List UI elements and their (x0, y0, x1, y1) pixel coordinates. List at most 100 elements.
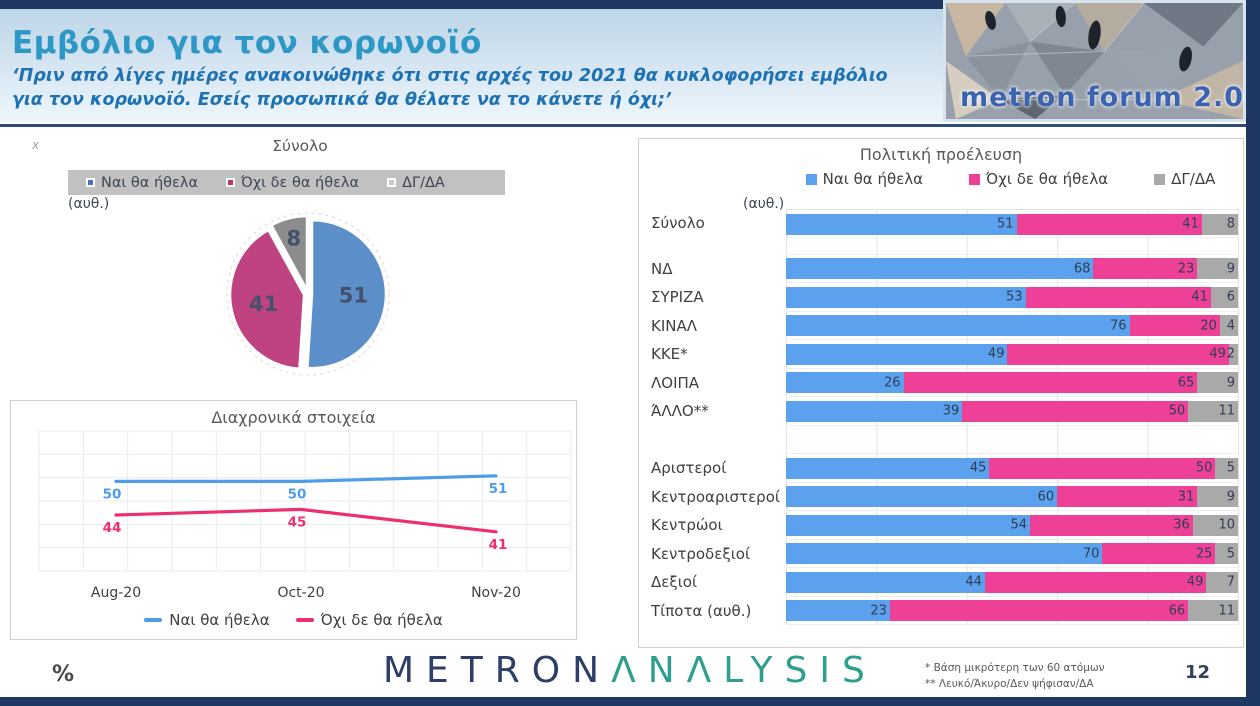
bar-segment: 70 (786, 543, 1103, 564)
bar-value-label: 76 (1109, 318, 1127, 333)
right-edge-bar (1246, 0, 1260, 706)
footnote: * Βάση μικρότερη των 60 ατόμων (925, 662, 1105, 674)
stacked-bar: 54 36 10 (786, 514, 1238, 536)
page-number: 12 (1185, 662, 1211, 683)
legend-label: Όχι δε θα ήθελα (986, 170, 1109, 188)
bar-track: 26 65 9 (786, 368, 1239, 397)
bar-row-label: ΆΛΛΟ** (651, 402, 709, 421)
brand-metron: METRON (383, 650, 612, 691)
stacked-bar: 39 50 11 (786, 400, 1238, 422)
legend-label: ΔΓ/ΔΑ (1171, 170, 1216, 188)
bar-segment: 9 (1197, 258, 1238, 279)
pie-legend: Ναι θα ήθελα Όχι δε θα ήθελα ΔΓ/ΔΑ (68, 170, 505, 195)
legend-label: Όχι δε θα ήθελα (320, 611, 443, 629)
bar-row-label: Αριστεροί (651, 459, 727, 478)
bar-track: 53 41 6 (786, 283, 1239, 312)
line-value-label: 50 (288, 486, 307, 502)
bar-segment: 50 (989, 457, 1216, 479)
bar-segment: 54 (786, 514, 1031, 536)
bar-segment: 44 (786, 571, 985, 593)
bar-value-label: 9 (1226, 261, 1235, 276)
stacked-bar: 70 25 5 (786, 543, 1238, 564)
bar-row: Κεντρώοι 54 36 10 (647, 511, 1239, 540)
legend-square-icon (969, 173, 980, 185)
pie-legend-item: Όχι δε θα ήθελα (226, 175, 359, 191)
bar-legend: Ναι θα ήθελα Όχι δε θα ήθελα ΔΓ/ΔΑ (786, 170, 1235, 188)
bar-row: ΚΚΕ* 49 49 2 (647, 340, 1239, 369)
bar-row: ΝΔ 68 23 9 (647, 254, 1239, 283)
legend-label: Όχι δε θα ήθελα (241, 174, 360, 191)
bar-segment: 51 (786, 213, 1017, 235)
line-value-label: 51 (489, 481, 508, 497)
pie-legend-item: Ναι θα ήθελα (86, 175, 198, 191)
bar-value-label: 60 (1037, 489, 1055, 504)
bar-row-label: ΛΟΙΠΑ (651, 373, 700, 392)
bar-row: ΛΟΙΠΑ 26 65 9 (647, 368, 1239, 397)
bar-track: 70 25 5 (786, 539, 1239, 568)
pedestrian-silhouettes (985, 5, 1192, 72)
bar-value-label: 49 (1186, 574, 1204, 590)
line-value-label: 50 (103, 486, 122, 502)
bar-value-label: 8 (1226, 216, 1235, 232)
bar-segment: 39 (786, 400, 963, 422)
bar-value-label: 11 (1218, 403, 1235, 419)
bar-legend-item: Όχι δε θα ήθελα (969, 170, 1108, 188)
legend-marker-icon (387, 178, 397, 187)
bar-track: 76 20 4 (786, 311, 1239, 340)
bar-value-label: 39 (942, 403, 960, 419)
pie-chart-section: Σύνολο Ναι θα ήθελα Όχι δε θα ήθελα ΔΓ/ΔΑ … (0, 133, 600, 398)
bar-segment: 4 (1219, 315, 1238, 336)
bar-segment: 41 (1025, 286, 1211, 308)
pie-chart-title: Σύνολο (272, 137, 328, 155)
line-series (114, 507, 498, 534)
header-divider (0, 124, 1246, 127)
bar-segment: 41 (1016, 213, 1202, 235)
logo-photo-mosaic (946, 3, 1243, 119)
bar-legend-item: Ναι θα ήθελα (805, 170, 923, 188)
bar-row: Αριστεροί 45 50 5 (647, 454, 1239, 483)
bar-segment: 49 (984, 571, 1207, 593)
line-legend: Ναι θα ήθελα Όχι δε θα ήθελα (11, 611, 576, 629)
stacked-bar: 76 20 4 (786, 315, 1238, 336)
bar-segment: 20 (1129, 315, 1220, 336)
bar-row: Δεξιοί 44 49 7 (647, 568, 1239, 597)
bar-value-label: 9 (1226, 489, 1235, 504)
bar-value-label: 49 (1209, 346, 1226, 362)
legend-label: Ναι θα ήθελα (101, 174, 198, 191)
page-subtitle: ‘Πριν από λίγες ημέρες ανακοινώθηκε ότι … (12, 66, 888, 110)
bar-segment: 31 (1057, 486, 1198, 507)
bar-track: 49 49 2 (786, 340, 1239, 369)
bar-track: 45 50 5 (786, 454, 1239, 483)
bar-row-label: Κεντροαριστεροί (651, 487, 780, 506)
bar-row: Κεντροδεξιοί 70 25 5 (647, 539, 1239, 568)
bar-group-spacer (647, 237, 1239, 255)
bar-auth-note: (αυθ.) (743, 196, 785, 212)
bar-value-label: 41 (1182, 216, 1199, 232)
bar-segment: 2 (1227, 343, 1238, 365)
bar-value-label: 53 (1006, 289, 1023, 305)
legend-square-icon (1154, 173, 1166, 185)
bar-value-label: 10 (1218, 517, 1235, 533)
bar-value-label: 6 (1226, 289, 1235, 305)
footnotes: * Βάση μικρότερη των 60 ατόμων ** Λευκό/Ά… (925, 660, 1175, 693)
bar-track: 51 41 8 (786, 209, 1239, 238)
stacked-bar: 53 41 6 (786, 286, 1238, 308)
bar-row: ΆΛΛΟ** 39 50 11 (647, 397, 1239, 426)
page-title: Εμβόλιο για τον κορωνοϊό (12, 25, 482, 61)
bar-value-label: 23 (870, 603, 887, 618)
brand-analysis: ΛNΛLYSIS (611, 650, 877, 691)
line-chart-title: Διαχρονικά στοιχεία (211, 408, 376, 427)
bar-value-label: 31 (1177, 489, 1195, 504)
stray-mark: x (32, 138, 40, 152)
bar-segment: 11 (1188, 400, 1238, 422)
line-legend-item: Όχι δε θα ήθελα (295, 611, 443, 629)
bar-segment: 53 (786, 286, 1026, 308)
metron-analysis-logo: METRONΛNΛLYSIS (383, 650, 877, 691)
percent-unit-label: % (52, 662, 75, 687)
bar-value-label: 7 (1226, 574, 1235, 590)
bar-segment: 60 (786, 486, 1058, 507)
bar-segment: 8 (1201, 213, 1238, 235)
bar-value-label: 41 (1191, 289, 1208, 305)
bar-value-label: 23 (1177, 261, 1195, 276)
bar-segment: 9 (1197, 486, 1238, 507)
